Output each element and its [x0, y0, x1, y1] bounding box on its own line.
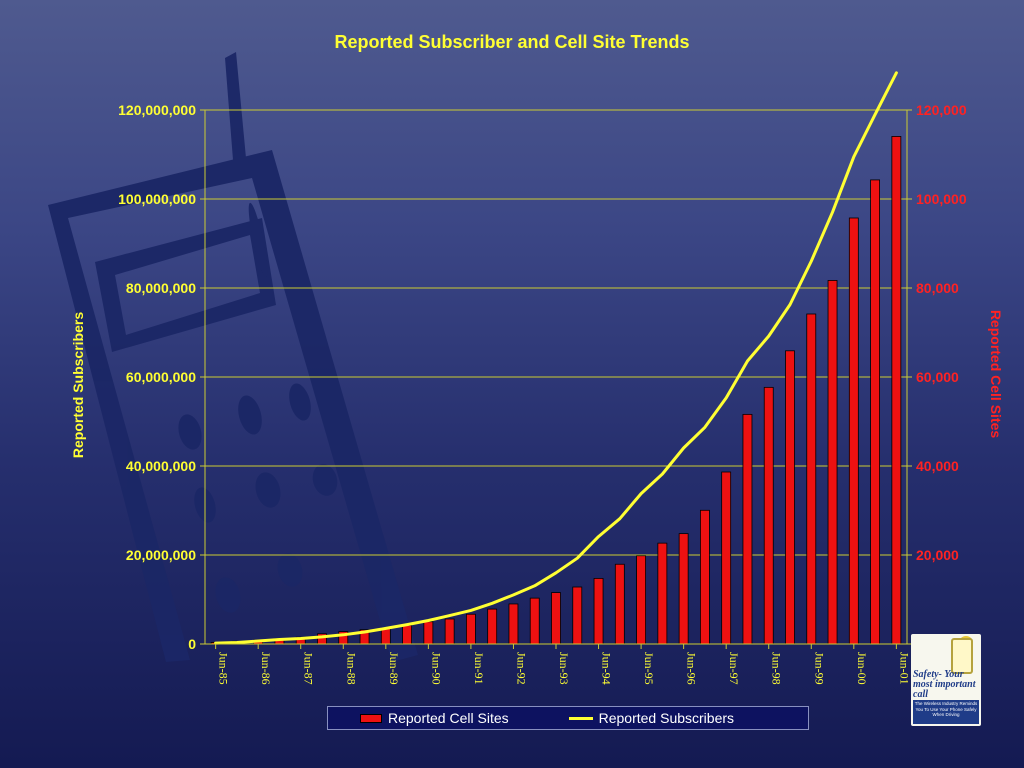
- x-tick-label: Jun-98: [770, 652, 784, 685]
- bar-cell-sites: [487, 608, 498, 645]
- bar-cell-sites: [827, 280, 838, 645]
- bar-cell-sites: [891, 136, 902, 645]
- x-tick-label: Jun-99: [812, 652, 826, 685]
- legend-label-subscribers: Reported Subscribers: [598, 710, 735, 726]
- y-tick-label-right: 40,000: [916, 458, 959, 474]
- axes: [200, 109, 912, 649]
- bar-cell-sites: [572, 586, 583, 645]
- bar-cell-sites: [423, 621, 434, 645]
- bar-cell-sites: [529, 597, 540, 645]
- y-tick-label-left: 80,000,000: [126, 280, 196, 296]
- y-axis-label-right: Reported Cell Sites: [988, 309, 1004, 439]
- x-tick-label: Jun-97: [727, 652, 741, 685]
- bar-series-cell-sites: [210, 136, 902, 645]
- y-tick-label-right: 80,000: [916, 280, 959, 296]
- x-tick-label: Jun-93: [557, 652, 571, 685]
- bar-cell-sites: [636, 555, 646, 645]
- legend-label-cell-sites: Reported Cell Sites: [388, 710, 509, 726]
- bar-cell-sites: [742, 413, 753, 645]
- y-tick-label-right: 120,000: [916, 102, 967, 118]
- x-tick-label: Jun-96: [685, 652, 699, 685]
- x-tick-label: Jun-89: [387, 652, 401, 685]
- legend-item-cell-sites: Reported Cell Sites: [328, 710, 509, 726]
- x-tick-label: Jun-92: [514, 652, 528, 685]
- badge-title: Safety- Your most important call: [913, 669, 976, 700]
- y-tick-label-left: 0: [188, 636, 196, 652]
- bar-cell-sites: [380, 627, 391, 645]
- y-tick-label-right: 100,000: [916, 191, 967, 207]
- safety-logo-badge: Safety- Your most important call The Wir…: [911, 634, 981, 726]
- badge-footer: The Wireless Industry Reminds You To Use…: [913, 700, 979, 724]
- legend-line-swatch: [568, 716, 593, 720]
- subscriber-line: [214, 71, 898, 645]
- chart-title: Reported Subscriber and Cell Site Trends: [334, 32, 690, 52]
- phone-icon: [951, 638, 973, 674]
- bar-cell-sites: [678, 533, 689, 645]
- bar-cell-sites: [444, 618, 455, 645]
- bar-cell-sites: [508, 603, 519, 645]
- y-tick-label-left: 40,000,000: [126, 458, 196, 474]
- chart-legend: Reported Cell Sites Reported Subscribers: [327, 706, 809, 730]
- bar-cell-sites: [551, 592, 561, 645]
- bar-cell-sites: [700, 509, 710, 645]
- y-tick-label-right: 20,000: [916, 547, 959, 563]
- tick-labels: 0020,000,00020,00040,000,00040,00060,000…: [118, 102, 967, 685]
- legend-item-subscribers: Reported Subscribers: [509, 710, 734, 726]
- bar-cell-sites: [721, 471, 732, 645]
- x-tick-label: Jun-88: [344, 652, 358, 685]
- bar-cell-sites: [763, 386, 774, 645]
- x-tick-label: Jun-95: [642, 652, 656, 685]
- bar-cell-sites: [614, 563, 625, 645]
- bar-cell-sites: [466, 613, 476, 645]
- x-tick-label: Jun-94: [600, 652, 614, 685]
- bar-cell-sites: [870, 179, 880, 645]
- bar-cell-sites: [848, 217, 859, 645]
- y-axis-label-left: Reported Subscribers: [70, 311, 86, 459]
- legend-bar-swatch: [360, 713, 382, 723]
- x-tick-label: Jun-00: [855, 652, 869, 685]
- bar-cell-sites: [657, 542, 668, 645]
- x-tick-label: Jun-87: [302, 652, 316, 685]
- x-tick-label: Jun-85: [217, 652, 231, 685]
- y-tick-label-left: 120,000,000: [118, 102, 196, 118]
- x-tick-label: Jun-90: [429, 652, 443, 685]
- y-tick-label-left: 20,000,000: [126, 547, 196, 563]
- bar-cell-sites: [785, 350, 795, 645]
- x-tick-label: Jun-91: [472, 652, 486, 685]
- x-tick-label: Jun-01: [897, 652, 911, 685]
- y-tick-label-right: 60,000: [916, 369, 959, 385]
- bar-cell-sites: [402, 625, 412, 645]
- gridlines: [205, 109, 907, 556]
- bar-cell-sites: [593, 578, 604, 645]
- line-series-subscribers: [214, 71, 898, 645]
- y-tick-label-left: 60,000,000: [126, 369, 196, 385]
- y-tick-label-left: 100,000,000: [118, 191, 196, 207]
- bar-cell-sites: [806, 313, 817, 645]
- x-tick-label: Jun-86: [259, 652, 273, 685]
